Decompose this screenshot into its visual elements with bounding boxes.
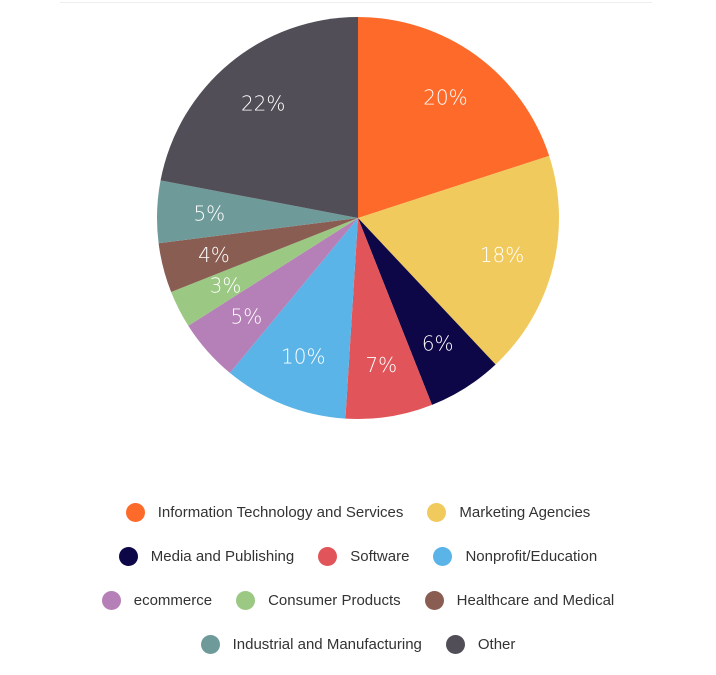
legend-label-7: Healthcare and Medical: [456, 592, 615, 609]
legend-item-9: Other: [445, 635, 516, 654]
pie-slice-2: [358, 218, 496, 405]
slice-label-8: 5%: [193, 201, 225, 225]
legend-row-2: ecommerce Consumer Products Healthcare and…: [0, 591, 716, 610]
legend-item-3: Software: [318, 547, 409, 566]
legend-label-4: Nonprofit/Education: [465, 548, 598, 565]
legend-swatch-6: [236, 591, 256, 610]
legend-swatch-0: [125, 503, 145, 522]
legend-swatch-8: [200, 635, 220, 654]
slice-label-9: 22%: [241, 91, 285, 115]
pie-slice-7: [158, 218, 358, 292]
pie-slice-0: [358, 17, 550, 218]
slice-label-5: 5%: [231, 304, 263, 328]
legend-item-2: Media and Publishing: [118, 547, 295, 566]
pie-slice-9: [160, 17, 358, 218]
legend-row-0: Information Technology and Services Marke…: [0, 503, 716, 522]
legend-label-5: ecommerce: [133, 592, 213, 609]
legend-swatch-7: [424, 591, 444, 610]
pie-slice-6: [171, 218, 358, 326]
legend-item-8: Industrial and Manufacturing: [200, 635, 422, 654]
slice-label-2: 6%: [422, 332, 454, 356]
legend-label-8: Industrial and Manufacturing: [232, 636, 422, 653]
legend-item-7: Healthcare and Medical: [424, 591, 615, 610]
slice-label-0: 20%: [423, 86, 467, 110]
legend-swatch-3: [318, 547, 338, 566]
legend-swatch-9: [445, 635, 465, 654]
legend-label-9: Other: [477, 636, 516, 653]
legend-swatch-1: [427, 503, 447, 522]
legend-item-4: Nonprofit/Education: [433, 547, 597, 566]
legend-item-5: ecommerce: [101, 591, 213, 610]
legend-row-1: Media and Publishing Software Nonprofit/Ed…: [0, 547, 716, 566]
slice-label-3: 7%: [365, 353, 397, 377]
slice-label-1: 18%: [480, 243, 524, 267]
legend-label-6: Consumer Products: [268, 592, 401, 609]
pie-slice-8: [157, 180, 358, 244]
legend-item-6: Consumer Products: [236, 591, 401, 610]
legend-swatch-2: [118, 547, 138, 566]
legend-label-1: Marketing Agencies: [459, 504, 591, 521]
pie-chart: 20% 18% 6% 7% 10% 5% 3% 4% 5% 22%: [157, 17, 559, 419]
top-divider: [60, 2, 652, 3]
slice-label-6: 3%: [210, 274, 242, 298]
legend-swatch-5: [101, 591, 121, 610]
legend-row-3: Industrial and Manufacturing Other: [0, 635, 716, 654]
slice-label-4: 10%: [281, 344, 325, 368]
legend-item-1: Marketing Agencies: [427, 503, 590, 522]
pie-slice-3: [345, 218, 432, 419]
pie-slice-1: [358, 155, 559, 365]
legend-swatch-4: [433, 547, 453, 566]
legend-item-0: Information Technology and Services: [125, 503, 404, 522]
legend-label-2: Media and Publishing: [150, 548, 295, 565]
pie-slice-5: [188, 218, 358, 373]
pie-slice-4: [229, 218, 358, 419]
legend-label-0: Information Technology and Services: [157, 504, 404, 521]
legend-label-3: Software: [350, 548, 410, 565]
slice-label-7: 4%: [198, 243, 230, 267]
